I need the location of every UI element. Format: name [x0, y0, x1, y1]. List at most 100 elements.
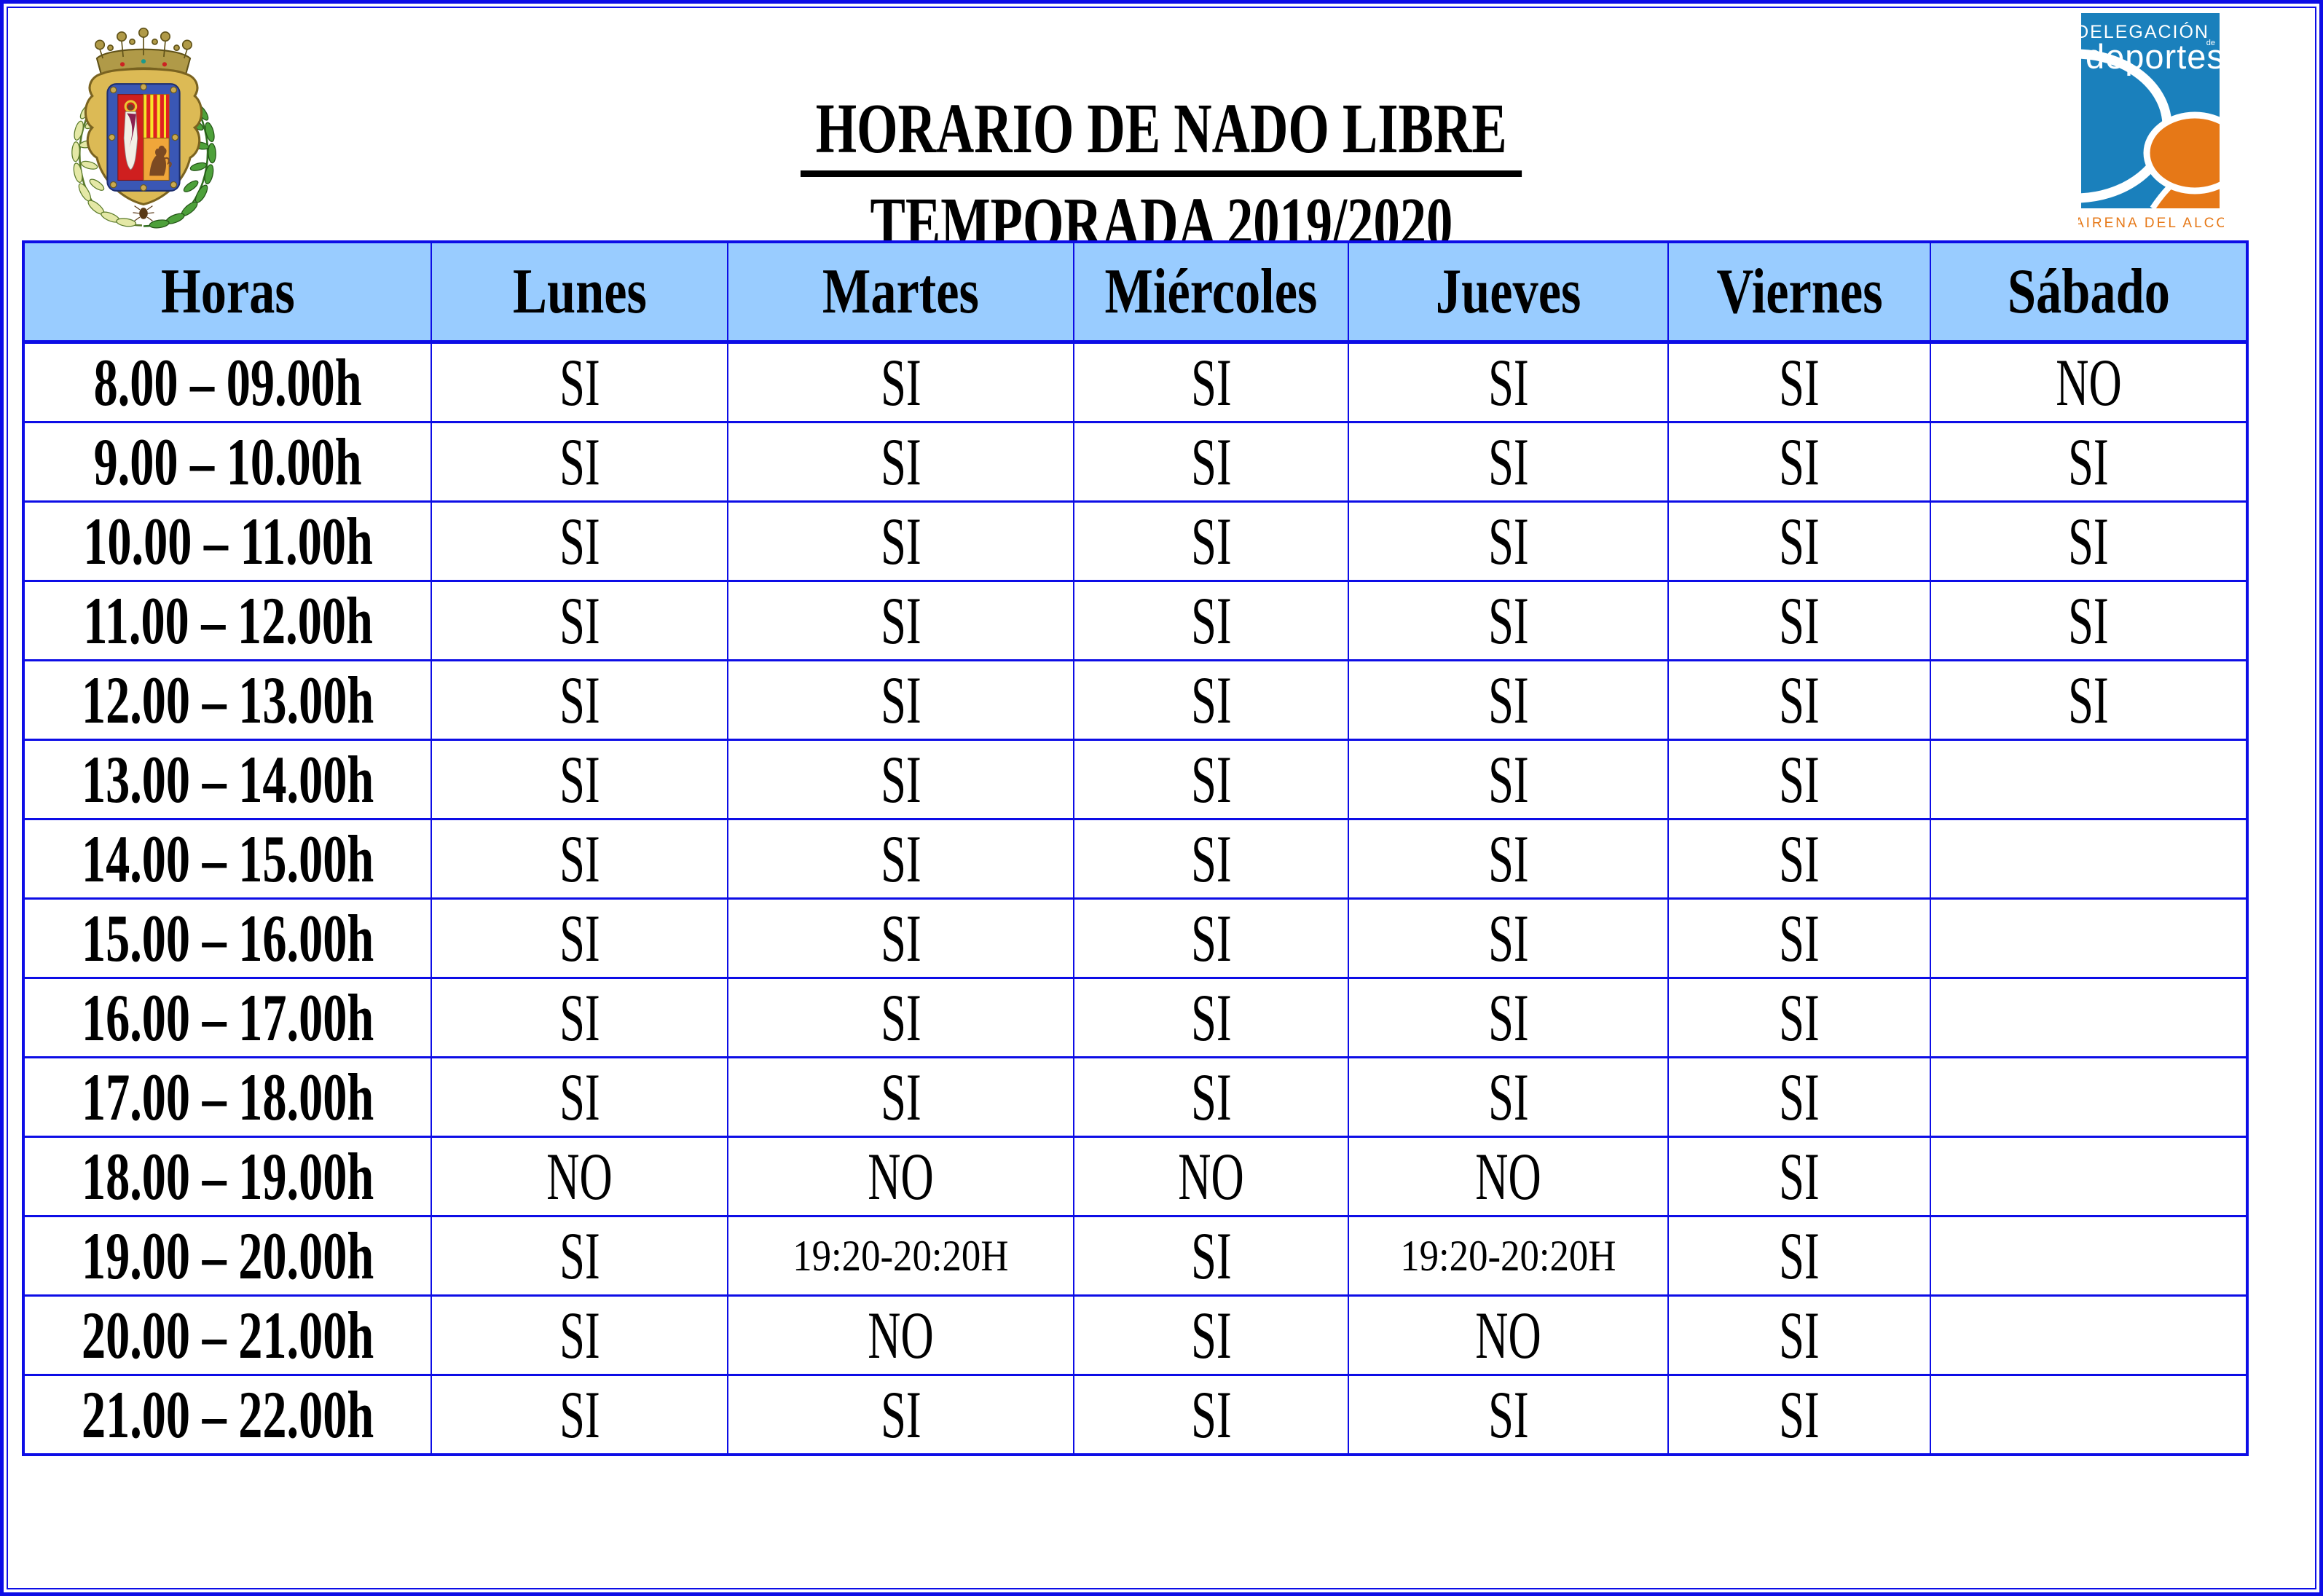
schedule-cell: SI: [1073, 1215, 1350, 1297]
schedule-cell: SI: [1073, 1056, 1350, 1138]
availability-value: SI: [880, 901, 921, 975]
schedule-cell: SI: [1073, 739, 1350, 820]
schedule-cell: SI: [727, 818, 1075, 900]
schedule-cell: SI: [1930, 421, 2249, 503]
availability-value: SI: [1779, 1139, 1820, 1214]
schedule-cell: SI: [431, 818, 729, 900]
sports-delegation-logo-image: DELEGACIÓN de deportes MAIRENA DEL ALCOR: [2061, 13, 2239, 231]
table-row: 21.00 – 22.00h SI SI SI SI SI: [22, 1374, 2249, 1455]
column-header-label: Horas: [160, 256, 295, 327]
schedule-cell: SI: [1073, 580, 1350, 661]
availability-value: NO: [868, 1298, 934, 1372]
time-label: 20.00 – 21.00h: [82, 1298, 374, 1372]
availability-value: SI: [559, 583, 600, 658]
time-label: 21.00 – 22.00h: [82, 1377, 374, 1452]
availability-value: SI: [1190, 1219, 1232, 1293]
table-row: 16.00 – 17.00h SI SI SI SI SI: [22, 977, 2249, 1058]
schedule-cell: SI: [1348, 818, 1670, 900]
schedule-cell: SI: [727, 897, 1075, 979]
table-row: 13.00 – 14.00h SI SI SI SI SI: [22, 739, 2249, 820]
column-header-lunes: Lunes: [431, 240, 729, 344]
availability-value: SI: [1190, 583, 1232, 658]
table-row: 8.00 – 09.00h SI SI SI SI SI NO: [22, 341, 2249, 423]
schedule-table: Horas Lunes Martes Miércoles Jueves Viernes Sá…: [22, 240, 2249, 1456]
logo-text-de: de: [2206, 39, 2215, 47]
availability-value: NO: [1178, 1139, 1244, 1214]
schedule-cell: SI: [431, 1215, 729, 1297]
availability-value: SI: [1779, 583, 1820, 658]
schedule-cell: SI: [1073, 818, 1350, 900]
availability-value: SI: [1779, 742, 1820, 817]
column-header-horas: Horas: [22, 240, 433, 344]
schedule-cell: [1930, 1056, 2249, 1138]
schedule-cell: [1930, 818, 2249, 900]
time-cell: 11.00 – 12.00h: [22, 580, 433, 661]
time-cell: 8.00 – 09.00h: [22, 341, 433, 423]
schedule-cell: SI: [1667, 1215, 1932, 1297]
schedule-cell: SI: [431, 739, 729, 820]
logo-orange-ellipse: [2143, 111, 2220, 194]
availability-value: SI: [1487, 583, 1529, 658]
schedule-cell: 19:20-20:20H: [727, 1215, 1075, 1297]
availability-value: SI: [1487, 504, 1529, 578]
column-header-label: Lunes: [512, 256, 647, 327]
schedule-cell: SI: [1348, 421, 1670, 503]
schedule-cell: [1930, 1294, 2249, 1376]
availability-value: 19:20-20:20H: [793, 1231, 1009, 1280]
availability-value: SI: [1190, 980, 1232, 1055]
availability-value: SI: [1487, 663, 1529, 737]
schedule-cell: SI: [1930, 659, 2249, 741]
schedule-cell: SI: [431, 500, 729, 582]
table-row: 12.00 – 13.00h SI SI SI SI SI SI: [22, 659, 2249, 741]
availability-value: SI: [559, 901, 600, 975]
time-label: 19.00 – 20.00h: [82, 1219, 374, 1293]
availability-value: SI: [1190, 1298, 1232, 1372]
schedule-cell: SI: [1667, 977, 1932, 1058]
column-header-miércoles: Miércoles: [1073, 240, 1350, 344]
availability-value: SI: [1190, 901, 1232, 975]
time-label: 13.00 – 14.00h: [82, 742, 374, 817]
table-row: 15.00 – 16.00h SI SI SI SI SI: [22, 897, 2249, 979]
crown: [95, 27, 192, 76]
schedule-cell: SI: [1348, 341, 1670, 423]
header-row: Horas Lunes Martes Miércoles Jueves Viernes Sá…: [22, 240, 2249, 344]
availability-value: SI: [1779, 822, 1820, 896]
document-title: HORARIO DE NADO LIBRE TEMPORADA 2019/202…: [291, 93, 2032, 259]
availability-value: SI: [880, 425, 921, 499]
coat-of-arms: [52, 12, 235, 237]
time-cell: 19.00 – 20.00h: [22, 1215, 433, 1297]
availability-value: SI: [1779, 345, 1820, 420]
schedule-cell: SI: [1667, 1056, 1932, 1138]
availability-value: NO: [546, 1139, 613, 1214]
availability-value: SI: [559, 1219, 600, 1293]
schedule-cell: SI: [1073, 421, 1350, 503]
availability-value: SI: [880, 1377, 921, 1452]
time-cell: 18.00 – 19.00h: [22, 1136, 433, 1217]
availability-value: SI: [1190, 822, 1232, 896]
time-cell: 17.00 – 18.00h: [22, 1056, 433, 1138]
schedule-cell: SI: [1667, 421, 1932, 503]
time-cell: 14.00 – 15.00h: [22, 818, 433, 900]
availability-value: SI: [1779, 1298, 1820, 1372]
time-label: 17.00 – 18.00h: [82, 1060, 374, 1134]
schedule-cell: SI: [1930, 500, 2249, 582]
availability-value: SI: [559, 742, 600, 817]
availability-value: SI: [1190, 1377, 1232, 1452]
table-row: 10.00 – 11.00h SI SI SI SI SI SI: [22, 500, 2249, 582]
availability-value: SI: [559, 1377, 600, 1452]
availability-value: SI: [1779, 901, 1820, 975]
availability-value: SI: [880, 663, 921, 737]
schedule-cell: SI: [1667, 580, 1932, 661]
coat-of-arms-image: [71, 27, 216, 229]
time-label: 16.00 – 17.00h: [82, 980, 374, 1055]
availability-value: SI: [2068, 663, 2109, 737]
availability-value: SI: [559, 345, 600, 420]
saint-figure: [123, 100, 138, 170]
time-cell: 15.00 – 16.00h: [22, 897, 433, 979]
availability-value: SI: [2068, 425, 2109, 499]
availability-value: NO: [2055, 345, 2122, 420]
schedule-cell: SI: [431, 1294, 729, 1376]
schedule-cell: [1930, 739, 2249, 820]
availability-value: SI: [1487, 822, 1529, 896]
column-header-jueves: Jueves: [1348, 240, 1670, 344]
